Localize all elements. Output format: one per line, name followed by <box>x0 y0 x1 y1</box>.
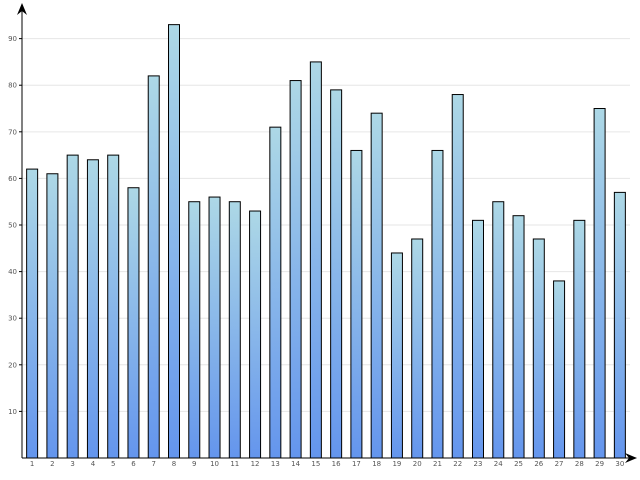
bar <box>86 159 99 459</box>
x-tick-label: 6 <box>131 460 136 468</box>
axes <box>17 3 637 463</box>
x-tick-label: 15 <box>311 460 320 468</box>
bar <box>370 112 383 459</box>
y-tick-labels: 10 20 30 40 50 60 70 80 90 <box>8 35 22 416</box>
y-tick-label: 90 <box>8 35 17 43</box>
bar <box>512 215 525 459</box>
y-tick-label: 80 <box>8 82 17 90</box>
bar <box>269 126 282 459</box>
bars <box>26 24 626 459</box>
x-axis-arrow-icon <box>625 453 637 463</box>
x-tick-label: 27 <box>555 460 564 468</box>
x-tick-label: 8 <box>172 460 176 468</box>
x-tick-label: 16 <box>332 460 341 468</box>
x-tick-label: 28 <box>575 460 584 468</box>
bar <box>573 219 586 459</box>
bar <box>107 154 120 459</box>
bar <box>532 238 545 459</box>
x-tick-label: 11 <box>230 460 239 468</box>
y-tick-label: 60 <box>8 175 17 183</box>
x-tick-label: 30 <box>615 460 624 468</box>
x-tick-label: 14 <box>291 460 300 468</box>
x-tick-label: 2 <box>50 460 54 468</box>
grid-lines <box>22 38 630 412</box>
y-tick-label: 40 <box>8 268 17 276</box>
bar <box>431 149 444 459</box>
bar <box>593 108 606 459</box>
x-tick-label: 26 <box>534 460 543 468</box>
x-tick-label: 23 <box>474 460 483 468</box>
x-tick-label: 5 <box>111 460 115 468</box>
y-axis-arrow-icon <box>17 3 27 15</box>
bar <box>553 280 566 459</box>
bar <box>390 252 403 459</box>
y-tick-label: 10 <box>8 408 17 416</box>
x-tick-label: 3 <box>70 460 74 468</box>
bar <box>66 154 79 459</box>
bar <box>228 201 241 459</box>
bar <box>147 75 160 459</box>
x-tick-label: 18 <box>372 460 381 468</box>
bar <box>451 94 464 459</box>
x-tick-labels: 1 2 3 4 5 6 7 8 9 10 11 12 13 14 15 16 17 18 19 20 21 22 23 24 2… <box>30 460 624 468</box>
y-tick-label: 70 <box>8 128 17 136</box>
y-tick-label: 50 <box>8 222 17 230</box>
bar <box>249 210 262 459</box>
bar <box>309 61 322 459</box>
bar <box>208 196 221 459</box>
x-tick-label: 10 <box>210 460 219 468</box>
bar <box>411 238 424 459</box>
bar <box>350 149 363 459</box>
bar <box>330 89 343 459</box>
x-tick-label: 4 <box>91 460 96 468</box>
x-tick-label: 7 <box>151 460 155 468</box>
x-tick-label: 1 <box>30 460 34 468</box>
bar <box>188 201 201 459</box>
bar <box>492 201 505 459</box>
x-tick-label: 20 <box>413 460 422 468</box>
y-tick-label: 30 <box>8 315 17 323</box>
x-tick-label: 12 <box>251 460 260 468</box>
bar <box>26 168 39 459</box>
x-tick-label: 17 <box>352 460 361 468</box>
bar <box>46 173 59 459</box>
bar <box>613 191 626 459</box>
x-tick-label: 22 <box>453 460 462 468</box>
x-tick-label: 13 <box>271 460 280 468</box>
bar <box>289 80 302 459</box>
bar <box>168 24 180 459</box>
y-tick-label: 20 <box>8 361 17 369</box>
x-tick-label: 21 <box>433 460 442 468</box>
x-tick-label: 29 <box>595 460 604 468</box>
x-tick-label: 24 <box>494 460 503 468</box>
bar <box>472 219 484 459</box>
x-tick-label: 9 <box>192 460 196 468</box>
x-tick-label: 25 <box>514 460 523 468</box>
x-tick-label: 19 <box>392 460 401 468</box>
bar <box>127 187 140 459</box>
